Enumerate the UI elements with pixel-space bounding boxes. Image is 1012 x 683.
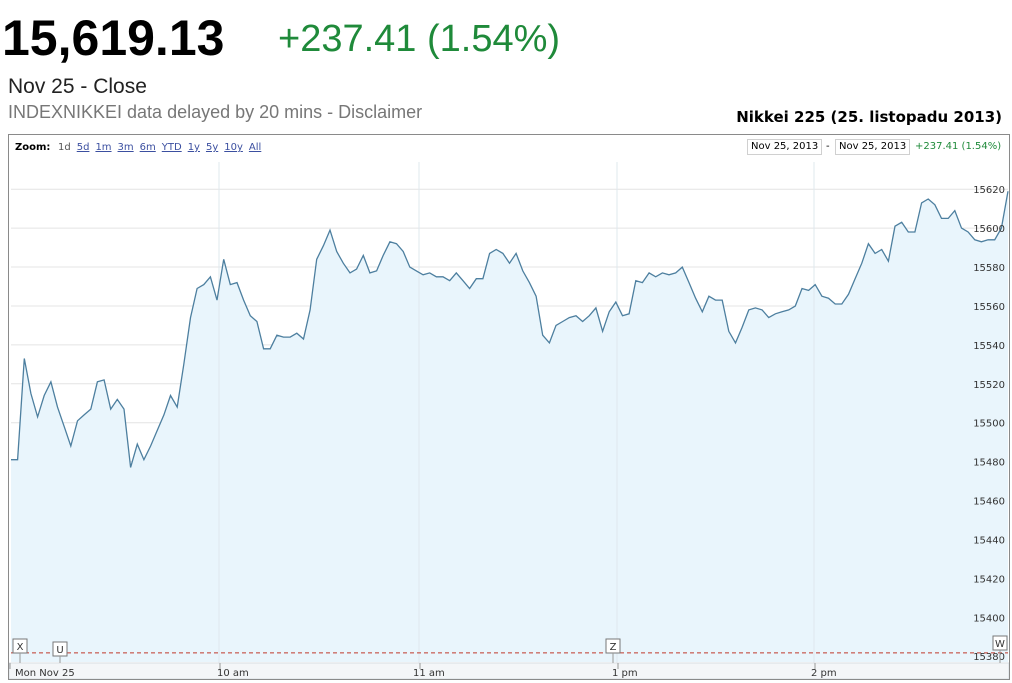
- event-marker-x[interactable]: X: [12, 638, 28, 663]
- x-tick-label: 1 pm: [612, 668, 638, 679]
- zoom-option-ytd[interactable]: YTD: [161, 142, 182, 153]
- y-tick-label: 15520: [973, 380, 1005, 391]
- range-separator: -: [826, 141, 830, 152]
- event-marker-u[interactable]: U: [52, 641, 68, 663]
- y-tick-label: 15620: [973, 185, 1005, 196]
- x-axis-bar: [9, 662, 1009, 679]
- range-change: +237.41 (1.54%): [915, 141, 1002, 152]
- y-tick-label: 15540: [973, 341, 1005, 352]
- delay-text: INDEXNIKKEI data delayed by 20 mins -: [8, 102, 339, 122]
- event-marker-label: W: [995, 639, 1005, 650]
- y-tick-label: 15600: [973, 224, 1005, 235]
- y-tick-label: 15560: [973, 302, 1005, 313]
- price-chart[interactable]: 15380 15400 15420 15440 15460 15480 15500 15520…: [9, 135, 1009, 679]
- y-tick-label: 15480: [973, 458, 1005, 469]
- x-tick-label: 10 am: [217, 668, 249, 679]
- zoom-option-10y[interactable]: 10y: [224, 142, 243, 153]
- y-tick-label: 15380: [973, 652, 1005, 663]
- zoom-option-1m[interactable]: 1m: [95, 142, 112, 153]
- zoom-label: Zoom:: [15, 142, 51, 153]
- delay-notice: INDEXNIKKEI data delayed by 20 mins - Di…: [8, 100, 422, 124]
- disclaimer-link[interactable]: Disclaimer: [338, 102, 423, 122]
- zoom-option-3m[interactable]: 3m: [117, 142, 134, 153]
- event-marker-w[interactable]: W: [992, 635, 1008, 663]
- zoom-option-5d[interactable]: 5d: [76, 142, 90, 153]
- x-tick-label: 2 pm: [811, 668, 837, 679]
- last-price: 15,619.13: [2, 10, 225, 66]
- zoom-option-5y[interactable]: 5y: [205, 142, 219, 153]
- y-tick-label: 15440: [973, 535, 1005, 546]
- range-start-field[interactable]: Nov 25, 2013: [747, 139, 823, 155]
- y-tick-label: 15460: [973, 497, 1005, 508]
- price-change: +237.41 (1.54%): [278, 18, 561, 60]
- y-tick-label: 15400: [973, 613, 1005, 624]
- zoom-option-all[interactable]: All: [248, 142, 262, 153]
- y-tick-label: 15580: [973, 263, 1005, 274]
- x-tick-label: 11 am: [413, 668, 445, 679]
- y-tick-label: 15420: [973, 574, 1005, 585]
- chart-toolbar: Zoom: 1d 5d 1m 3m 6m YTD 1y 5y 10y All Nov 25, 20…: [9, 135, 1009, 159]
- chart-frame: Zoom: 1d 5d 1m 3m 6m YTD 1y 5y 10y All Nov 25, 20…: [8, 134, 1010, 680]
- event-marker-label: U: [56, 645, 63, 656]
- x-tick-label: Mon Nov 25: [15, 668, 75, 679]
- zoom-options: 1d 5d 1m 3m 6m YTD 1y 5y 10y All: [58, 142, 267, 153]
- zoom-option-1d[interactable]: 1d: [58, 142, 71, 153]
- zoom-option-6m[interactable]: 6m: [139, 142, 156, 153]
- range-end-field[interactable]: Nov 25, 2013: [835, 139, 911, 155]
- close-label: Nov 25 - Close: [8, 75, 147, 98]
- chart-title: Nikkei 225 (25. listopadu 2013): [736, 108, 1002, 126]
- zoom-option-1y[interactable]: 1y: [187, 142, 200, 153]
- event-marker-label: Z: [610, 642, 617, 653]
- y-tick-label: 15500: [973, 419, 1005, 430]
- event-marker-label: X: [17, 642, 24, 653]
- price-line: [11, 191, 1009, 468]
- event-marker-z[interactable]: Z: [605, 638, 621, 663]
- price-area: [11, 191, 1008, 662]
